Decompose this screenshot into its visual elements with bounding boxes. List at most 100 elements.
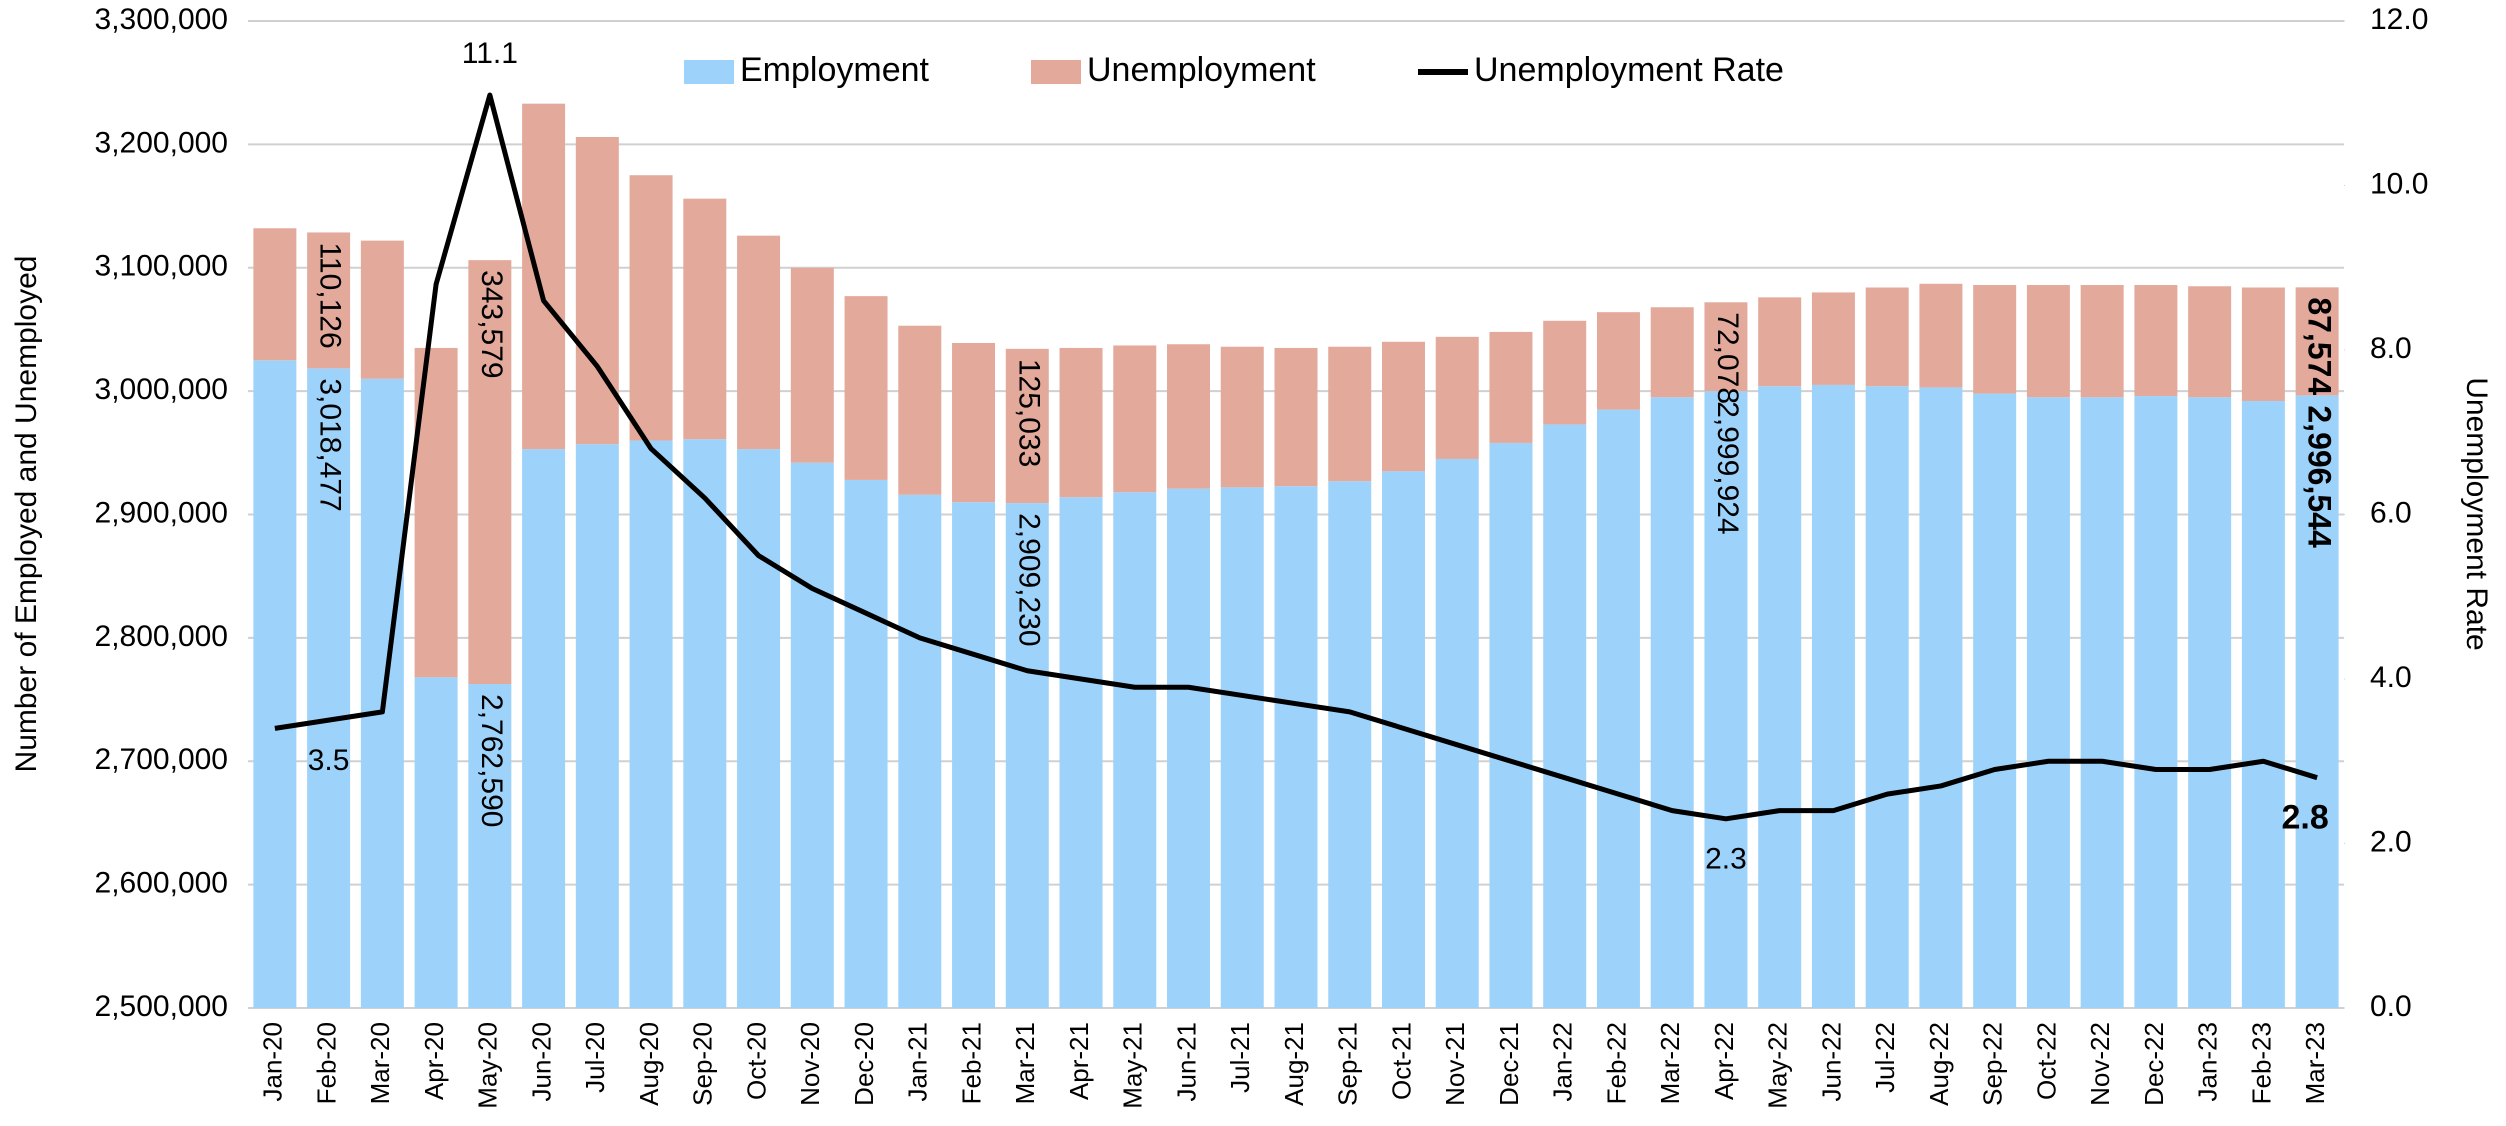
y-tick-label: 2,600,000: [95, 867, 228, 900]
y-tick-label: 2,500,000: [95, 990, 228, 1023]
bar-employment: [1650, 397, 1694, 1008]
bar-employment: [1811, 384, 1855, 1008]
bar-employment: [898, 494, 942, 1008]
x-tick-label: Jan-23: [2193, 1022, 2223, 1102]
x-tick-label: Jul-20: [580, 1022, 610, 1093]
bar-employment: [683, 439, 727, 1009]
bar-employment: [1543, 424, 1587, 1008]
data-label: 2,909,230: [1012, 513, 1045, 646]
x-tick-label: Jul-22: [1870, 1022, 1900, 1093]
y2-axis-title: Unemployment Rate: [2460, 377, 2493, 650]
y2-tick-label: 0.0: [2370, 990, 2412, 1023]
bar-employment: [1596, 409, 1640, 1009]
x-tick-label: Apr-21: [1064, 1022, 1094, 1100]
x-tick-label: Jan-22: [1548, 1022, 1578, 1102]
x-tick-label: Sep-21: [1333, 1022, 1363, 1106]
x-tick-label: Aug-21: [1279, 1022, 1309, 1106]
bar-unemployment: [2295, 287, 2339, 396]
y2-tick-label: 6.0: [2370, 496, 2412, 529]
bar-unemployment: [1596, 312, 1640, 410]
x-tick-label: Aug-22: [1924, 1022, 1954, 1106]
bar-employment: [2026, 397, 2070, 1008]
bar-employment: [1274, 486, 1318, 1008]
bar-employment: [1113, 492, 1157, 1009]
data-label: 110,126: [314, 242, 347, 348]
y2-tick-label: 4.0: [2370, 661, 2412, 694]
bar-employment: [2241, 400, 2285, 1008]
bar-unemployment: [629, 175, 673, 441]
y-tick-label: 2,700,000: [95, 743, 228, 776]
x-tick-label: May-22: [1763, 1022, 1793, 1109]
bar-unemployment: [844, 296, 888, 480]
bar-unemployment: [1758, 297, 1802, 387]
x-tick-label: Jun-22: [1816, 1022, 1846, 1102]
y2-tick-label: 10.0: [2370, 167, 2428, 200]
y2-tick-label: 8.0: [2370, 332, 2412, 365]
bar-employment: [1489, 442, 1533, 1008]
x-tick-label: Feb-23: [2246, 1022, 2276, 1104]
bar-unemployment: [898, 325, 942, 495]
y-axis-title: Number of Employed and Unemployed: [10, 256, 43, 773]
bar-unemployment: [1973, 285, 2017, 394]
y-tick-label: 3,100,000: [95, 250, 228, 283]
x-tick-label: Mar-23: [2300, 1022, 2330, 1104]
line-rate: [274, 92, 2318, 822]
legend-label: Employment: [740, 51, 930, 89]
x-tick-label: Dec-20: [849, 1022, 879, 1106]
x-tick-label: Nov-21: [1440, 1022, 1470, 1106]
data-label: 2,999,924: [1711, 401, 1744, 534]
bar-unemployment: [360, 240, 404, 379]
y-tick-label: 2,800,000: [95, 620, 228, 653]
bar-unemployment: [2134, 285, 2178, 397]
bar-employment: [1973, 393, 2017, 1008]
x-tick-label: Apr-20: [419, 1022, 449, 1100]
bar-employment: [2188, 397, 2232, 1008]
bar-unemployment: [2188, 286, 2232, 398]
bar-employment: [414, 677, 458, 1008]
bar-unemployment: [1274, 347, 1318, 487]
bar-employment: [1328, 481, 1372, 1009]
bar-unemployment: [1543, 320, 1587, 425]
rate-label: 2.8: [2281, 799, 2328, 837]
bar-unemployment: [1489, 331, 1533, 443]
x-tick-label: Feb-20: [311, 1022, 341, 1104]
data-label: 2,996,544: [2302, 405, 2338, 548]
bar-unemployment: [952, 343, 996, 503]
data-label: 87,574: [2302, 297, 2338, 395]
bar-unemployment: [683, 198, 727, 440]
rate-label: 11.1: [462, 37, 518, 70]
bar-unemployment: [1435, 336, 1479, 459]
bar-employment: [1865, 386, 1909, 1008]
bar-employment: [2080, 397, 2124, 1008]
bar-employment: [737, 449, 781, 1009]
bar-employment: [253, 360, 297, 1008]
data-label: 72,078: [1711, 312, 1744, 404]
x-tick-label: Aug-20: [634, 1022, 664, 1106]
x-tick-label: Oct-22: [2031, 1022, 2061, 1100]
bar-employment: [1220, 487, 1264, 1008]
bar-unemployment: [1704, 302, 1748, 392]
x-tick-label: Jun-21: [1171, 1022, 1201, 1102]
x-tick-label: Apr-22: [1709, 1022, 1739, 1100]
bar-unemployment: [2080, 285, 2124, 398]
bar-unemployment: [575, 136, 619, 445]
legend-label: Unemployment Rate: [1474, 51, 1784, 89]
bar-unemployment: [1328, 346, 1372, 482]
bar-employment: [468, 684, 512, 1008]
x-tick-label: Jul-21: [1225, 1022, 1255, 1093]
data-label: 3,018,477: [314, 378, 347, 511]
data-label: 2,762,590: [475, 694, 508, 827]
bar-employment: [307, 368, 351, 1009]
bar-unemployment: [1005, 348, 1049, 504]
bar-employment: [575, 444, 619, 1008]
bar-unemployment: [1919, 283, 1963, 388]
x-tick-label: May-21: [1118, 1022, 1148, 1109]
bar-unemployment: [1220, 346, 1264, 488]
bar-unemployment: [522, 103, 566, 450]
bar-employment: [952, 502, 996, 1008]
bar-unemployment: [1865, 287, 1909, 387]
x-tick-label: Jun-20: [526, 1022, 556, 1102]
bar-employment: [2134, 396, 2178, 1008]
bar-employment: [1381, 471, 1425, 1009]
